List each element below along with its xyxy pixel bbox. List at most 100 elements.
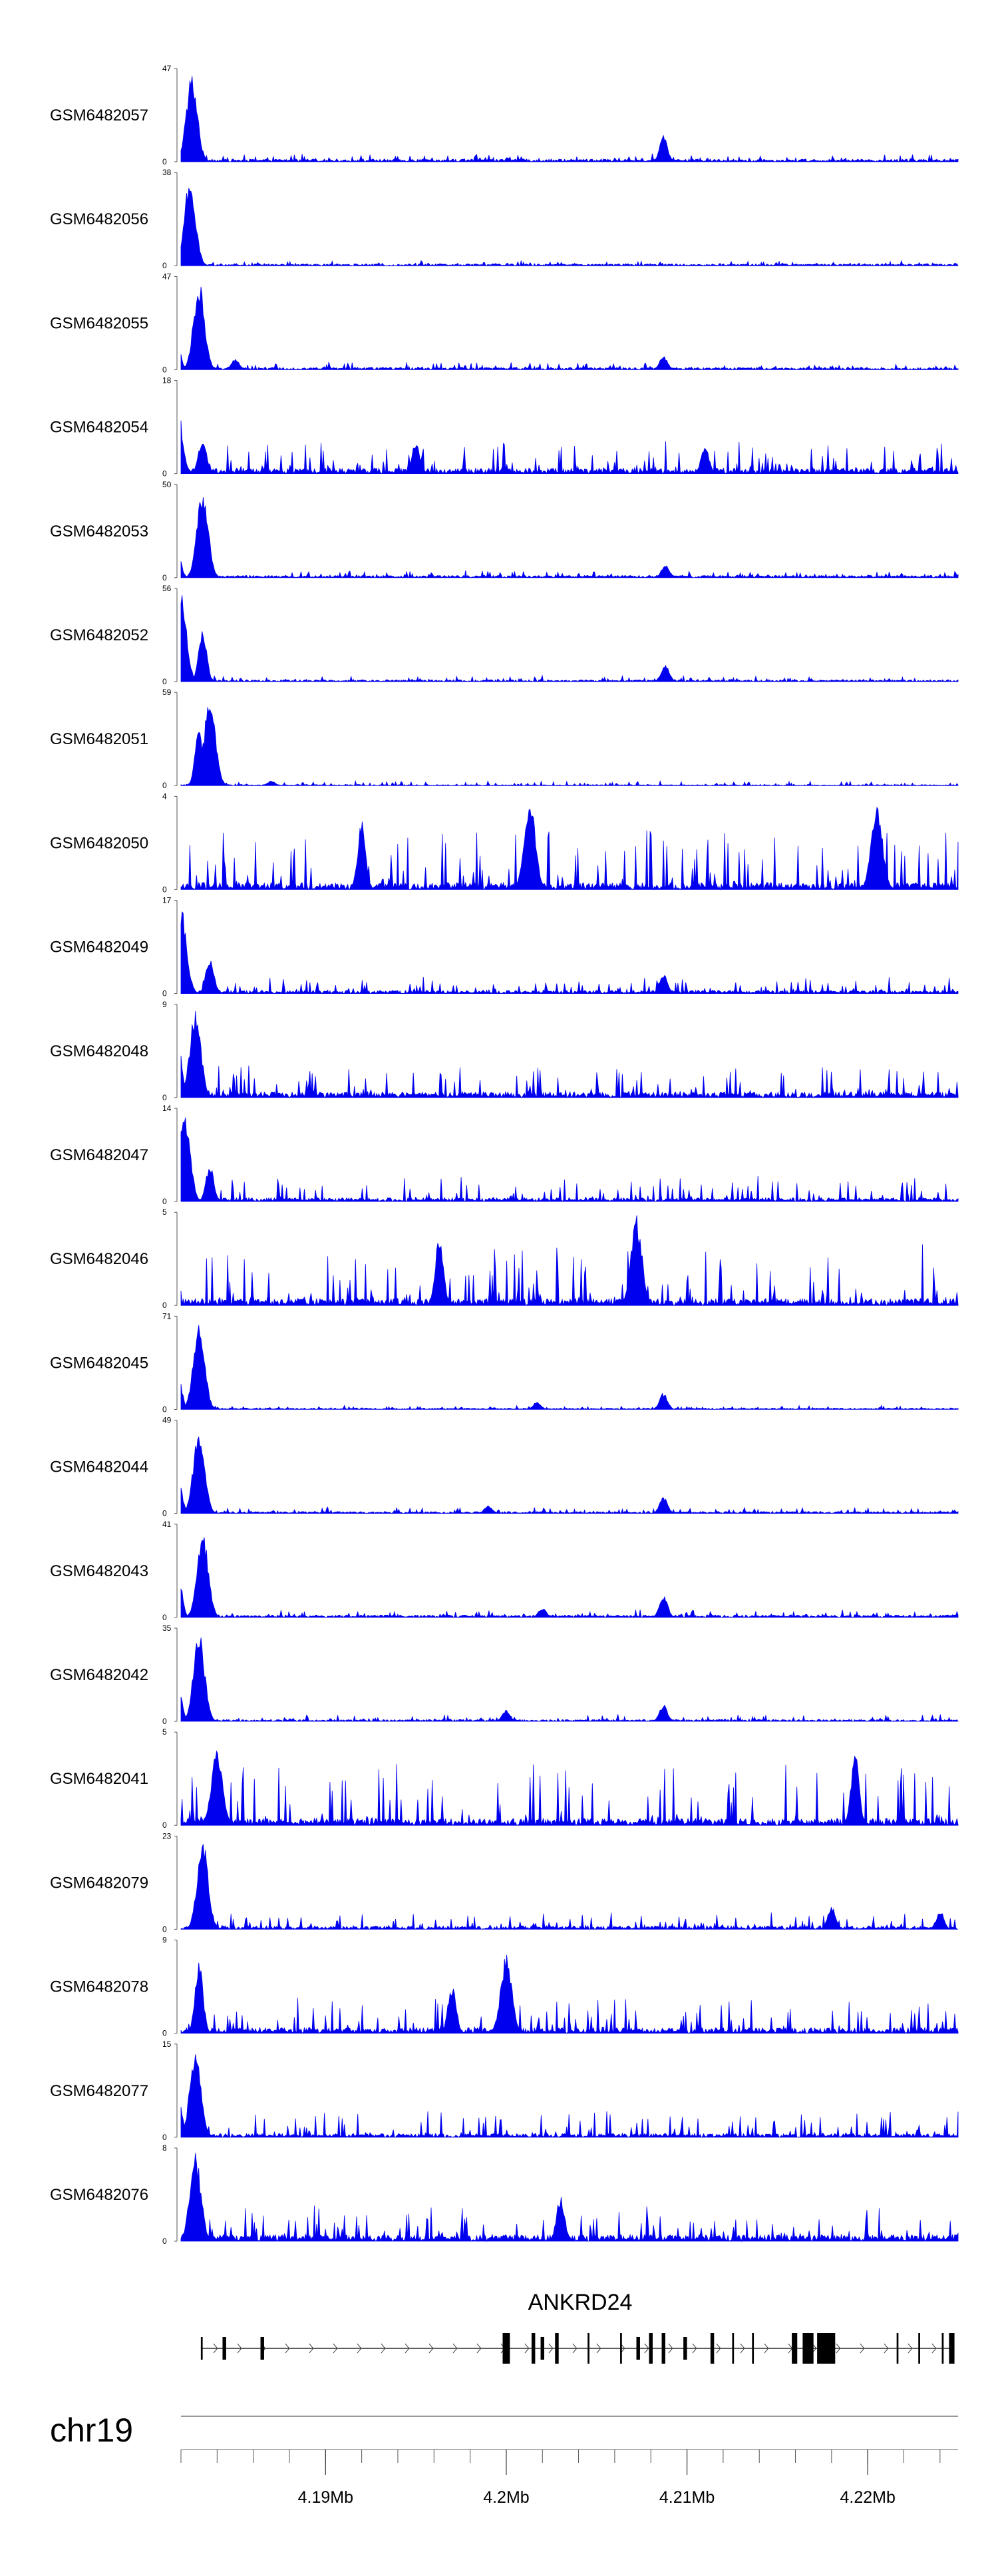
- y-axis-max-label: 38: [162, 168, 172, 177]
- axis-tick-label: 4.21Mb: [659, 2488, 715, 2507]
- track-label: GSM6482041: [50, 1770, 148, 1788]
- track-label: GSM6482057: [50, 107, 148, 124]
- track-GSM6482057: GSM6482057 47 0: [50, 64, 959, 166]
- strand-arrow: [812, 2343, 817, 2354]
- exon-block: [200, 2337, 203, 2360]
- y-axis-max-label: 47: [162, 64, 172, 73]
- track-GSM6482052: GSM6482052 56 0: [50, 584, 959, 686]
- y-axis-min-label: 0: [162, 2133, 167, 2142]
- signal-area: [180, 76, 959, 162]
- y-axis-max-label: 56: [162, 584, 172, 593]
- signal-area: [180, 1750, 959, 1826]
- track-label: GSM6482056: [50, 210, 148, 228]
- axis-tick-label: 4.2Mb: [483, 2488, 529, 2507]
- y-axis-min-label: 0: [162, 1613, 167, 1622]
- track-label: GSM6482079: [50, 1874, 148, 1892]
- y-axis-min-label: 0: [162, 365, 167, 374]
- exon-block: [649, 2333, 653, 2364]
- track-GSM6482051: GSM6482051 59 0: [50, 688, 959, 790]
- strand-arrow: [620, 2343, 625, 2354]
- exon-block: [587, 2333, 589, 2364]
- strand-arrow: [452, 2343, 458, 2354]
- signal-area: [180, 2153, 959, 2243]
- signal-area: [180, 806, 959, 891]
- y-axis-max-label: 14: [162, 1104, 172, 1113]
- y-axis-min-label: 0: [162, 1301, 167, 1310]
- exon-block: [502, 2333, 510, 2364]
- track-GSM6482055: GSM6482055 47 0: [50, 272, 959, 374]
- genome-axis-track: chr19 4.19Mb 4.2Mb 4.21Mb 4.22Mb: [50, 2412, 958, 2507]
- exon-block: [661, 2333, 665, 2364]
- track-label: GSM6482047: [50, 1146, 148, 1164]
- signal-area: [180, 1637, 959, 1722]
- y-axis-max-label: 23: [162, 1831, 172, 1840]
- track-label: GSM6482044: [50, 1458, 148, 1476]
- y-axis-min-label: 0: [162, 1821, 167, 1830]
- track-label: GSM6482052: [50, 626, 148, 644]
- track-GSM6482047: GSM6482047 14 0: [50, 1104, 959, 1206]
- exon-block: [222, 2337, 226, 2360]
- strand-arrow: [285, 2343, 290, 2354]
- track-label: GSM6482043: [50, 1562, 148, 1580]
- track-GSM6482050: GSM6482050 4 0: [50, 791, 959, 894]
- strand-arrow: [644, 2343, 649, 2354]
- strand-arrow: [524, 2343, 530, 2354]
- track-GSM6482041: GSM6482041 5 0: [50, 1727, 959, 1830]
- strand-arrow: [357, 2343, 362, 2354]
- y-axis-max-label: 59: [162, 688, 172, 697]
- strand-arrow: [309, 2343, 314, 2354]
- signal-area: [180, 286, 959, 371]
- y-axis-min-label: 0: [162, 469, 167, 479]
- y-axis-min-label: 0: [162, 157, 167, 166]
- strand-arrow: [381, 2343, 386, 2354]
- track-GSM6482078: GSM6482078 9 0: [50, 1936, 959, 2038]
- strand-arrow: [740, 2343, 745, 2354]
- y-axis-max-label: 41: [162, 1520, 172, 1529]
- exon-block: [540, 2337, 544, 2360]
- chromosome-label: chr19: [50, 2412, 133, 2449]
- exon-block: [752, 2333, 754, 2364]
- track-GSM6482053: GSM6482053 50 0: [50, 480, 959, 582]
- strand-arrow: [405, 2343, 410, 2354]
- y-axis-max-label: 9: [162, 1936, 167, 1945]
- track-label: GSM6482046: [50, 1250, 148, 1268]
- strand-arrow: [333, 2343, 338, 2354]
- exon-block: [802, 2333, 814, 2364]
- y-axis-min-label: 0: [162, 781, 167, 790]
- track-label: GSM6482050: [50, 834, 148, 852]
- track-GSM6482056: GSM6482056 38 0: [50, 168, 959, 270]
- y-axis-max-label: 71: [162, 1311, 172, 1321]
- y-axis-min-label: 0: [162, 1197, 167, 1206]
- signal-area: [180, 1118, 959, 1203]
- y-axis-max-label: 47: [162, 272, 172, 281]
- y-axis-max-label: 35: [162, 1623, 172, 1633]
- track-GSM6482045: GSM6482045 71 0: [50, 1311, 959, 1414]
- track-GSM6482042: GSM6482042 35 0: [50, 1623, 959, 1726]
- track-label: GSM6482048: [50, 1042, 148, 1060]
- signal-area: [180, 2054, 959, 2138]
- exon-block: [555, 2333, 559, 2364]
- gene-name-label: ANKRD24: [528, 2290, 633, 2315]
- strand-arrow: [668, 2343, 673, 2354]
- y-axis-min-label: 0: [162, 989, 167, 998]
- track-label: GSM6482042: [50, 1666, 148, 1684]
- signal-area: [180, 911, 959, 995]
- signal-area: [180, 1010, 959, 1098]
- strand-arrow: [836, 2343, 841, 2354]
- track-label: GSM6482054: [50, 419, 148, 437]
- y-axis-max-label: 17: [162, 896, 172, 905]
- y-axis-min-label: 0: [162, 573, 167, 582]
- strand-arrow: [548, 2343, 554, 2354]
- exon-block: [941, 2333, 944, 2364]
- track-label: GSM6482049: [50, 939, 148, 957]
- exon-block: [792, 2333, 798, 2364]
- signal-area: [180, 595, 959, 682]
- y-axis-min-label: 0: [162, 261, 167, 270]
- signal-tracks: GSM6482057470GSM6482056380GSM6482055470G…: [50, 64, 959, 2246]
- track-GSM6482076: GSM6482076 8 0: [50, 2143, 959, 2246]
- y-axis-max-label: 18: [162, 376, 172, 385]
- strand-arrow: [213, 2343, 218, 2354]
- signal-area: [180, 1325, 959, 1410]
- signal-area: [180, 1436, 959, 1514]
